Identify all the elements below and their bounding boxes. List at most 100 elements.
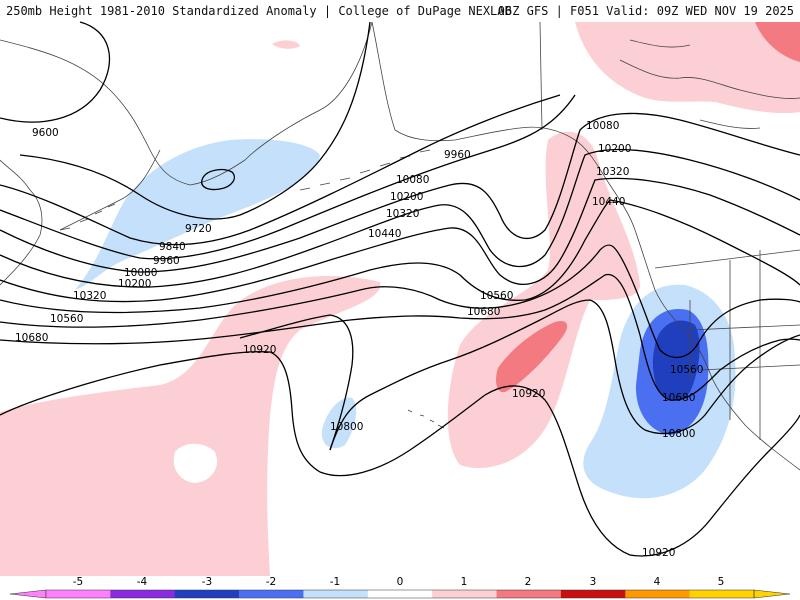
colorbar-cell xyxy=(593,590,626,598)
contour-10800-west xyxy=(239,314,354,451)
colorbar-cell xyxy=(689,590,723,598)
colorbar-tick: 3 xyxy=(590,576,597,588)
colorbar-tick: -5 xyxy=(73,576,83,588)
colorbar-tick: -4 xyxy=(137,576,148,588)
colorbar-cell xyxy=(721,590,755,598)
colorbar-cell xyxy=(400,590,433,598)
colorbar-cell xyxy=(110,590,143,598)
colorbar-cell xyxy=(303,590,336,598)
contour-10680 xyxy=(0,273,800,401)
anomaly-shading xyxy=(0,22,800,576)
colorbar-tick: 0 xyxy=(397,576,404,588)
colorbar-cell xyxy=(367,590,401,598)
contour-10320 xyxy=(0,177,800,303)
contour-labels: 9600 9720 9840 9960 9960 10080 10080 100… xyxy=(15,120,703,559)
contour-label: 9960 xyxy=(153,255,180,267)
colorbar-border xyxy=(45,589,755,599)
contour-label: 10080 xyxy=(586,120,619,132)
contour-label: 10680 xyxy=(15,332,48,344)
contour-label: 10920 xyxy=(642,547,675,559)
model-run-info: 06Z GFS | F051 Valid: 09Z WED NOV 19 202… xyxy=(497,4,794,18)
hawaiian-islands xyxy=(407,409,445,429)
alaska-coastline xyxy=(371,21,636,231)
contour-10080 xyxy=(0,112,800,273)
colorbar-cell xyxy=(206,590,240,598)
contour-9720-low xyxy=(201,169,235,191)
colorbar-cell xyxy=(560,590,594,598)
positive-anomaly-region xyxy=(447,131,640,468)
colorbar-cell xyxy=(271,590,304,598)
colorbar-cell xyxy=(174,590,208,598)
map-title: 250mb Height 1981-2010 Standardized Anom… xyxy=(6,4,512,18)
colorbar-cell xyxy=(657,590,690,598)
colorbar-cell xyxy=(625,590,658,598)
contour-label: 10920 xyxy=(512,388,545,400)
contour-label: 10320 xyxy=(73,290,106,302)
colorbar-cell xyxy=(239,590,272,598)
asia-coastline xyxy=(0,21,373,186)
aleutian-islands xyxy=(299,149,431,191)
colorbar: -5 -4 -3 -2 -1 0 1 2 3 4 5 xyxy=(0,576,800,600)
height-contours xyxy=(0,21,800,557)
contour-10560 xyxy=(0,244,800,359)
contour-label: 9720 xyxy=(185,223,212,235)
contour-9960 xyxy=(0,94,576,260)
contour-label: 10200 xyxy=(390,191,423,203)
contour-label: 10320 xyxy=(386,208,419,220)
contour-label: 10080 xyxy=(124,267,157,279)
contour-label: 10920 xyxy=(243,344,276,356)
strong-positive-anomaly xyxy=(755,22,800,62)
na-west-coastline xyxy=(634,229,800,471)
contour-label: 10200 xyxy=(598,143,631,155)
contour-label: 10440 xyxy=(368,228,401,240)
contour-10800 xyxy=(329,299,800,451)
contour-label: 9960 xyxy=(444,149,471,161)
japan-coastline xyxy=(0,159,43,286)
contour-label: 10560 xyxy=(670,364,703,376)
contour-9600 xyxy=(0,21,111,123)
colorbar-tick: 5 xyxy=(718,576,725,588)
strong-negative-anomaly xyxy=(652,320,700,401)
contour-label: 10800 xyxy=(662,428,695,440)
kuril-islands xyxy=(59,203,116,231)
colorbar-cell xyxy=(496,590,530,598)
contour-label: 10200 xyxy=(118,278,151,290)
alaska-canada-border xyxy=(539,21,543,131)
colorbar-cell xyxy=(46,590,79,598)
neutral-region xyxy=(173,443,218,483)
contour-10200 xyxy=(0,148,800,288)
colorbar-tick: -1 xyxy=(330,576,340,588)
contour-10920 xyxy=(0,351,800,557)
contour-label: 9600 xyxy=(32,127,59,139)
positive-anomaly-region xyxy=(575,22,800,114)
us-canada-border xyxy=(654,249,800,269)
colorbar-tick: 2 xyxy=(525,576,532,588)
colorbar-cell xyxy=(78,590,111,598)
colorbar-cell xyxy=(335,590,369,598)
colorbar-tick: 4 xyxy=(654,576,661,588)
strong-positive-anomaly xyxy=(496,320,568,393)
colorbar-cell xyxy=(528,590,562,598)
colorbar-ticks: -5 -4 -3 -2 -1 0 1 2 3 4 5 xyxy=(73,576,725,588)
contour-label: 10080 xyxy=(396,174,429,186)
contour-10440 xyxy=(0,199,800,314)
colorbar-cells xyxy=(9,589,791,599)
colorbar-tick: 1 xyxy=(461,576,468,588)
map-header: 250mb Height 1981-2010 Standardized Anom… xyxy=(0,0,800,22)
colorbar-cell xyxy=(142,590,176,598)
positive-anomaly-region xyxy=(272,40,300,49)
state-borders xyxy=(689,250,800,440)
colorbar-tick: -2 xyxy=(266,576,276,588)
contour-label: 10320 xyxy=(596,166,629,178)
contour-label: 10800 xyxy=(330,421,363,433)
contour-label: 10680 xyxy=(662,392,695,404)
colorbar-cell xyxy=(432,590,465,598)
contour-9840 xyxy=(0,94,561,246)
colorbar-tick: -3 xyxy=(202,576,212,588)
negative-anomaly-region xyxy=(75,139,320,290)
contour-label: 10440 xyxy=(592,196,625,208)
kamchatka-coastline xyxy=(59,149,161,231)
contour-label: 9840 xyxy=(159,241,186,253)
